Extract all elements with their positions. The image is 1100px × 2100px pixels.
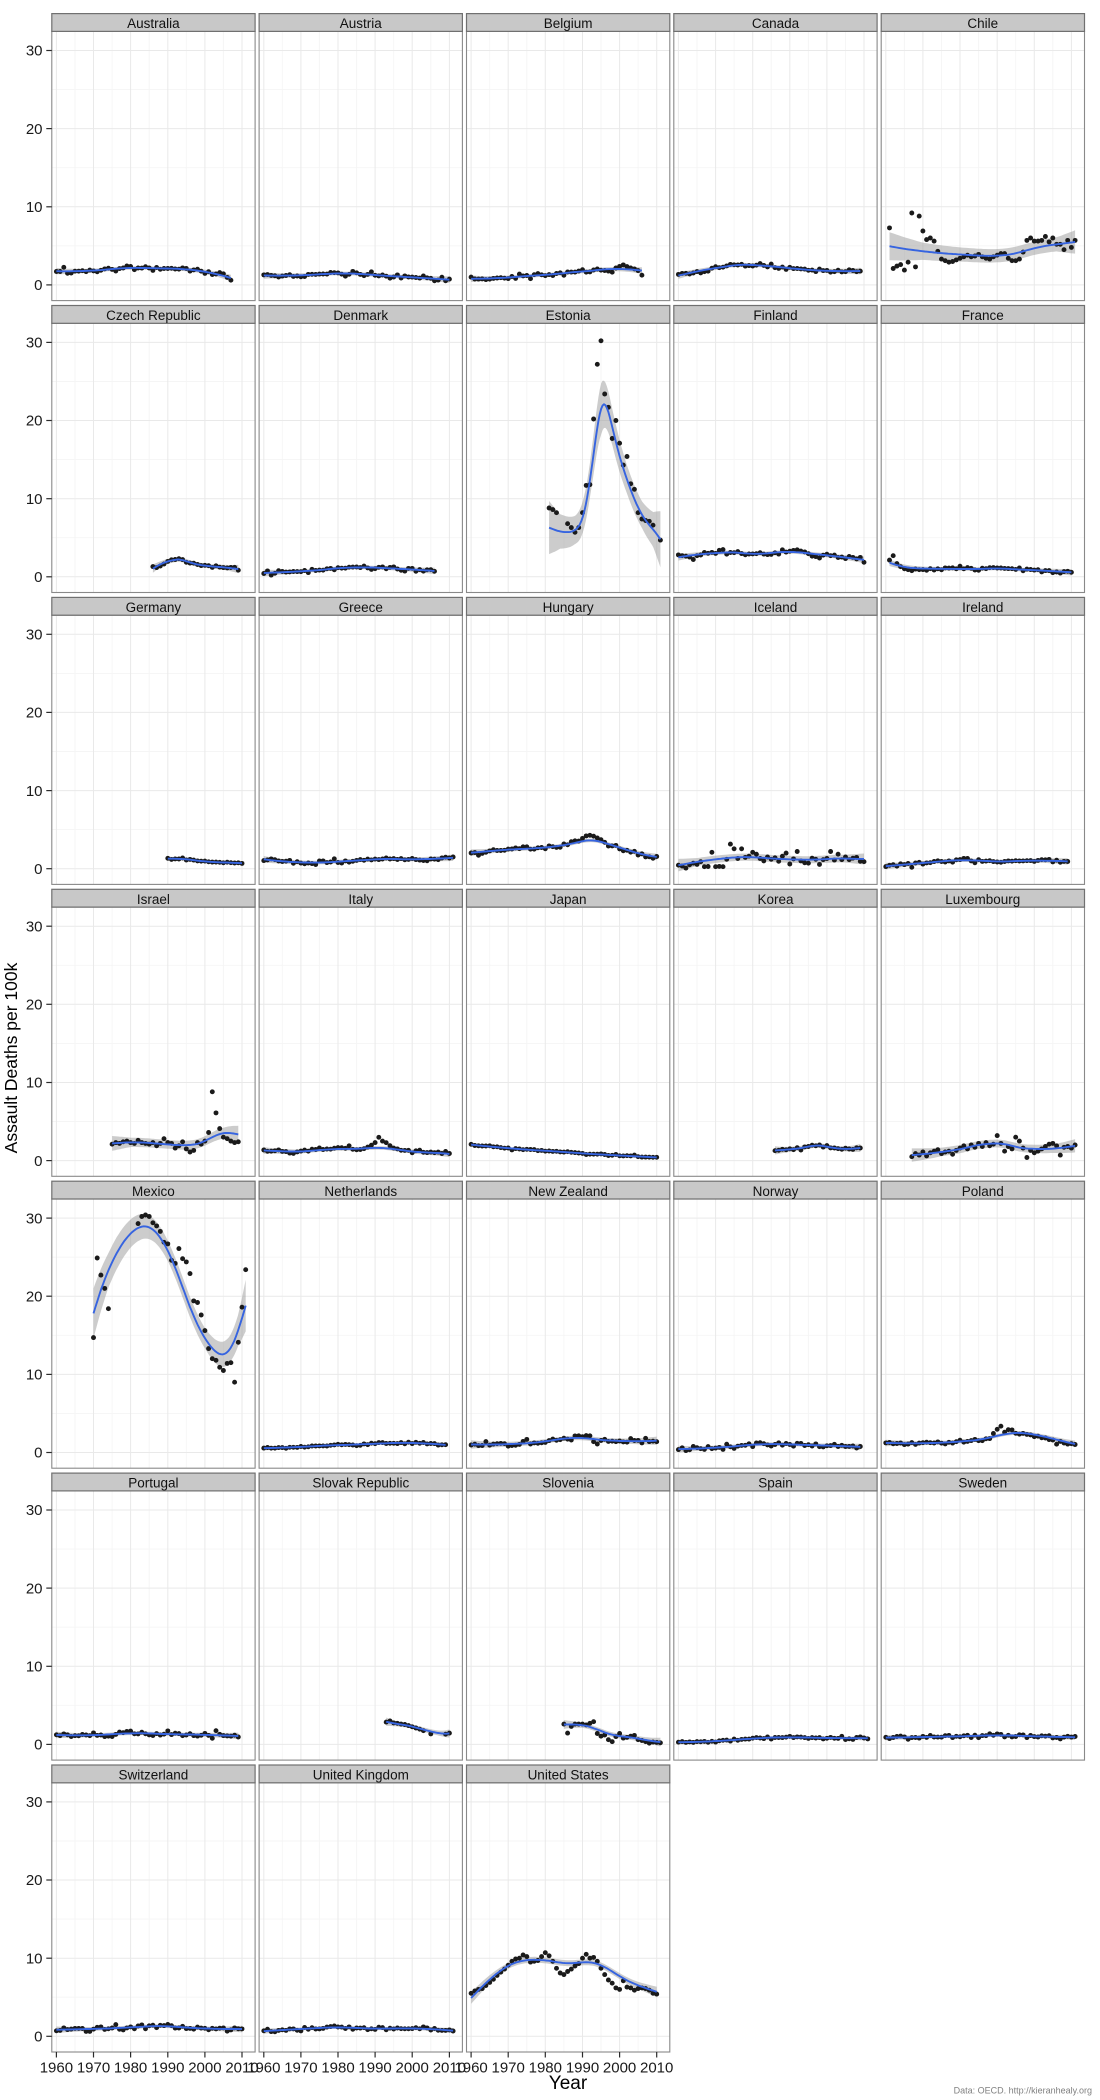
svg-text:Hungary: Hungary <box>543 600 594 615</box>
svg-text:20: 20 <box>26 121 43 138</box>
svg-text:20: 20 <box>26 1580 43 1597</box>
svg-text:Data: OECD. http://kieranhealy: Data: OECD. http://kieranhealy.org <box>954 2086 1092 2096</box>
svg-text:1970: 1970 <box>492 2060 525 2077</box>
svg-text:Israel: Israel <box>137 892 170 907</box>
svg-text:2010: 2010 <box>640 2060 673 2077</box>
svg-text:Germany: Germany <box>126 600 182 615</box>
svg-text:Italy: Italy <box>348 892 373 907</box>
svg-text:Australia: Australia <box>127 16 180 31</box>
svg-text:1990: 1990 <box>358 2060 391 2077</box>
svg-text:30: 30 <box>26 43 43 60</box>
svg-text:0: 0 <box>34 277 42 294</box>
svg-text:30: 30 <box>26 335 43 352</box>
svg-text:France: France <box>962 308 1004 323</box>
svg-text:20: 20 <box>26 997 43 1014</box>
svg-text:Slovak Republic: Slovak Republic <box>312 1476 409 1491</box>
svg-text:1960: 1960 <box>40 2060 73 2077</box>
svg-text:10: 10 <box>26 1950 43 1967</box>
svg-text:10: 10 <box>26 491 43 508</box>
svg-text:1990: 1990 <box>566 2060 599 2077</box>
svg-text:30: 30 <box>26 627 43 644</box>
svg-text:Finland: Finland <box>753 308 797 323</box>
svg-text:0: 0 <box>34 861 42 878</box>
svg-text:1980: 1980 <box>529 2060 562 2077</box>
svg-text:Norway: Norway <box>753 1184 799 1199</box>
svg-text:1970: 1970 <box>77 2060 110 2077</box>
svg-text:Poland: Poland <box>962 1184 1004 1199</box>
svg-text:Assault Deaths per 100k: Assault Deaths per 100k <box>1 962 21 1153</box>
svg-text:New Zealand: New Zealand <box>528 1184 608 1199</box>
svg-text:0: 0 <box>34 569 42 586</box>
svg-text:Switzerland: Switzerland <box>119 1768 189 1783</box>
svg-text:Mexico: Mexico <box>132 1184 175 1199</box>
svg-text:1990: 1990 <box>151 2060 184 2077</box>
svg-text:20: 20 <box>26 413 43 430</box>
svg-text:Luxembourg: Luxembourg <box>945 892 1020 907</box>
svg-text:10: 10 <box>26 1367 43 1384</box>
svg-text:Denmark: Denmark <box>333 308 388 323</box>
svg-text:10: 10 <box>26 783 43 800</box>
svg-text:Portugal: Portugal <box>128 1476 178 1491</box>
svg-text:20: 20 <box>26 1872 43 1889</box>
svg-text:2010: 2010 <box>433 2060 466 2077</box>
svg-text:1970: 1970 <box>284 2060 317 2077</box>
svg-text:2010: 2010 <box>225 2060 258 2077</box>
svg-text:Netherlands: Netherlands <box>324 1184 397 1199</box>
svg-text:1960: 1960 <box>247 2060 280 2077</box>
svg-text:Canada: Canada <box>752 16 800 31</box>
svg-text:Greece: Greece <box>339 600 383 615</box>
svg-text:Japan: Japan <box>550 892 587 907</box>
svg-text:30: 30 <box>26 1210 43 1227</box>
svg-text:Chile: Chile <box>967 16 998 31</box>
svg-text:1980: 1980 <box>321 2060 354 2077</box>
svg-text:2000: 2000 <box>603 2060 636 2077</box>
svg-text:Slovenia: Slovenia <box>542 1476 594 1491</box>
svg-text:0: 0 <box>34 1153 42 1170</box>
svg-text:Iceland: Iceland <box>754 600 798 615</box>
svg-text:30: 30 <box>26 1794 43 1811</box>
svg-text:1980: 1980 <box>114 2060 147 2077</box>
svg-text:0: 0 <box>34 1445 42 1462</box>
svg-text:Czech Republic: Czech Republic <box>106 308 201 323</box>
svg-text:2000: 2000 <box>396 2060 429 2077</box>
svg-text:20: 20 <box>26 705 43 722</box>
svg-text:Spain: Spain <box>758 1476 793 1491</box>
svg-text:10: 10 <box>26 1659 43 1676</box>
svg-text:Ireland: Ireland <box>962 600 1003 615</box>
svg-text:Sweden: Sweden <box>958 1476 1007 1491</box>
svg-text:0: 0 <box>34 1737 42 1754</box>
svg-text:Estonia: Estonia <box>546 308 592 323</box>
svg-text:United States: United States <box>528 1768 609 1783</box>
svg-text:Austria: Austria <box>340 16 383 31</box>
svg-text:Year: Year <box>549 2073 588 2094</box>
svg-text:30: 30 <box>26 1502 43 1519</box>
svg-text:Korea: Korea <box>757 892 794 907</box>
svg-text:20: 20 <box>26 1288 43 1305</box>
svg-text:1960: 1960 <box>454 2060 487 2077</box>
svg-text:2000: 2000 <box>188 2060 221 2077</box>
svg-text:10: 10 <box>26 1075 43 1092</box>
svg-text:30: 30 <box>26 918 43 935</box>
svg-text:Belgium: Belgium <box>544 16 593 31</box>
svg-text:10: 10 <box>26 199 43 216</box>
svg-text:0: 0 <box>34 2029 42 2046</box>
svg-text:United Kingdom: United Kingdom <box>313 1768 409 1783</box>
